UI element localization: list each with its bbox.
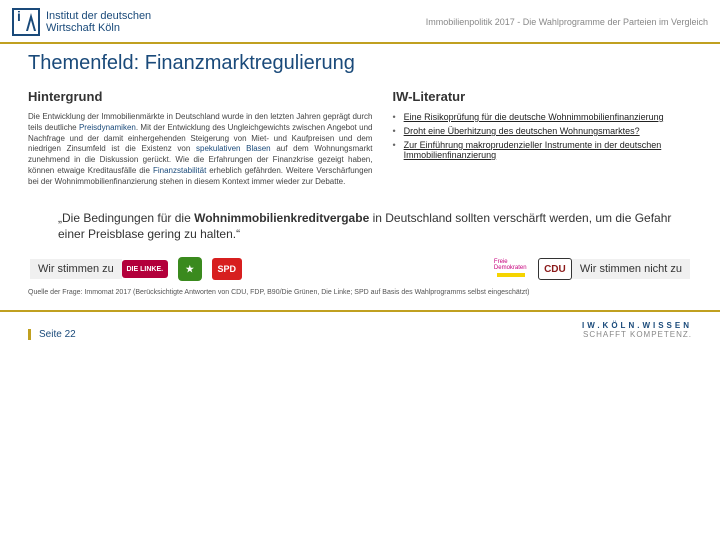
- literature-link[interactable]: Zur Einführung makroprudenzieller Instru…: [404, 140, 692, 160]
- column-right: IW-Literatur • Eine Risikoprüfung für di…: [392, 89, 692, 188]
- main-content: Themenfeld: Finanzmarktregulierung Hinte…: [0, 52, 720, 296]
- footer-brand-line2: SCHAFFT KOMPETENZ.: [582, 331, 692, 340]
- column-left: Hintergrund Die Entwicklung der Immobili…: [28, 89, 372, 188]
- party-logo-cdu: CDU: [538, 258, 572, 280]
- bullet-icon: •: [392, 126, 395, 136]
- fdp-text: Freie Demokraten: [494, 259, 528, 271]
- literature-link[interactable]: Droht eine Überhitzung des deutschen Woh…: [404, 126, 640, 136]
- party-logo-linke: DIE LINKE.: [122, 260, 168, 278]
- bg-emph2: spekulativen Blasen: [196, 144, 271, 153]
- bg-emph3: Finanzstabilität: [153, 166, 206, 175]
- institute-line1: Institut der deutschen: [46, 10, 151, 22]
- party-logos-right: Freie Demokraten CDU: [494, 258, 572, 280]
- iw-logo-icon: [12, 8, 40, 36]
- quote-bold: Wohnimmobilienkreditvergabe: [194, 211, 369, 225]
- footer-brand: IW.KÖLN.WISSEN SCHAFFT KOMPETENZ.: [582, 322, 692, 340]
- list-item: • Droht eine Überhitzung des deutschen W…: [392, 126, 692, 136]
- quote-block: „Die Bedingungen für die Wohnimmobilienk…: [58, 210, 682, 244]
- two-columns: Hintergrund Die Entwicklung der Immobili…: [28, 89, 692, 188]
- bullet-icon: •: [392, 112, 395, 122]
- bg-emph1: Preisdynamiken: [79, 123, 136, 132]
- fdp-bar-icon: [497, 273, 525, 277]
- party-logos-left: DIE LINKE. ★ SPD: [122, 257, 242, 281]
- quote-part1: „Die Bedingungen für die: [58, 211, 194, 225]
- agree-right-label: Wir stimmen nicht zu: [572, 259, 690, 279]
- right-heading: IW-Literatur: [392, 89, 692, 104]
- list-item: • Eine Risikoprüfung für die deutsche Wo…: [392, 112, 692, 122]
- institute-name: Institut der deutschen Wirtschaft Köln: [46, 10, 151, 34]
- background-text: Die Entwicklung der Immobilienmärkte in …: [28, 112, 372, 188]
- list-item: • Zur Einführung makroprudenzieller Inst…: [392, 140, 692, 160]
- footer: Seite 22 IW.KÖLN.WISSEN SCHAFFT KOMPETEN…: [0, 312, 720, 340]
- left-heading: Hintergrund: [28, 89, 372, 104]
- agree-left-label: Wir stimmen zu: [30, 259, 122, 279]
- parties-row: Wir stimmen zu DIE LINKE. ★ SPD Freie De…: [28, 257, 692, 281]
- party-logo-spd: SPD: [212, 258, 242, 280]
- header-subtitle: Immobilienpolitik 2017 - Die Wahlprogram…: [426, 17, 708, 27]
- party-logo-gruene: ★: [178, 257, 202, 281]
- party-logo-fdp: Freie Demokraten: [494, 259, 528, 279]
- logo-area: Institut der deutschen Wirtschaft Köln: [12, 8, 151, 36]
- bullet-icon: •: [392, 140, 395, 160]
- header: Institut der deutschen Wirtschaft Köln I…: [0, 0, 720, 40]
- source-note: Quelle der Frage: Immomat 2017 (Berücksi…: [28, 289, 692, 296]
- page-number: Seite 22: [28, 329, 76, 340]
- institute-line2: Wirtschaft Köln: [46, 22, 151, 34]
- literature-link[interactable]: Eine Risikoprüfung für die deutsche Wohn…: [404, 112, 664, 122]
- divider-top: [0, 42, 720, 44]
- literature-list: • Eine Risikoprüfung für die deutsche Wo…: [392, 112, 692, 160]
- page-title: Themenfeld: Finanzmarktregulierung: [28, 52, 692, 75]
